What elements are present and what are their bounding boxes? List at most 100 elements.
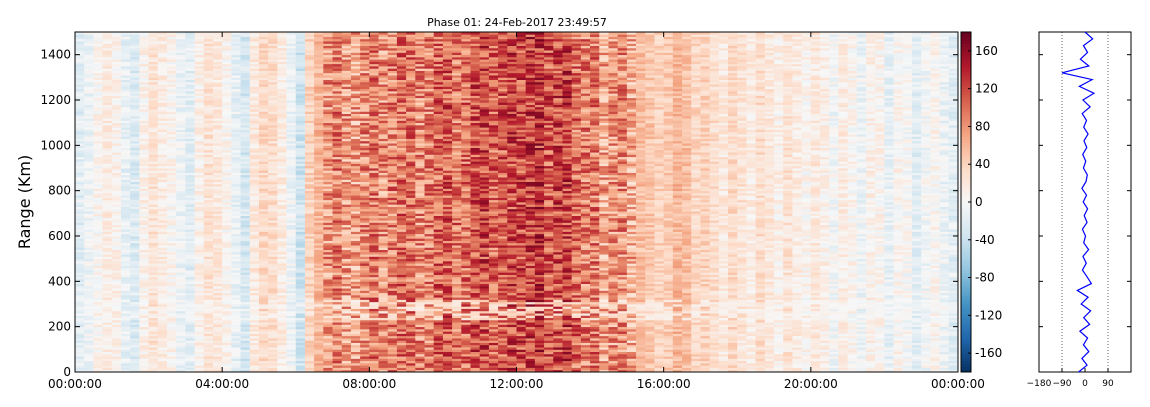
heatmap-cell — [258, 122, 269, 126]
heatmap-cell — [304, 102, 315, 105]
heatmap-cell — [258, 238, 269, 241]
heatmap-cell — [222, 52, 232, 56]
heatmap-cell — [323, 129, 333, 133]
heatmap-cell — [360, 308, 370, 312]
heatmap-cell — [120, 190, 131, 194]
heatmap-cell — [332, 335, 343, 339]
heatmap-cell — [166, 285, 177, 289]
heatmap-cell — [148, 61, 159, 65]
heatmap-cell — [314, 156, 324, 160]
heatmap-cell — [84, 258, 94, 262]
heatmap-cell — [323, 326, 333, 330]
heatmap-cell — [203, 140, 214, 144]
heatmap-cell — [185, 163, 195, 167]
heatmap-cell — [258, 143, 269, 146]
heatmap-cell — [185, 240, 195, 244]
heatmap-cell — [157, 279, 168, 282]
heatmap-cell — [203, 95, 214, 99]
heatmap-cell — [314, 84, 324, 87]
heatmap-cell — [314, 274, 324, 278]
heatmap-cell — [268, 315, 278, 318]
heatmap-cell — [166, 100, 177, 103]
heatmap-cell — [194, 84, 205, 87]
heatmap-cell — [185, 265, 195, 269]
heatmap-cell — [157, 113, 168, 117]
heatmap-cell — [212, 249, 223, 253]
heatmap-cell — [369, 358, 379, 362]
heatmap-cell — [323, 120, 333, 124]
heatmap-cell — [378, 326, 389, 330]
heatmap-cell — [185, 353, 195, 357]
heatmap-cell — [102, 41, 113, 44]
heatmap-cell — [268, 174, 278, 178]
heatmap-cell — [268, 136, 278, 139]
heatmap-cell — [304, 197, 315, 201]
heatmap-cell — [203, 299, 214, 303]
heatmap-cell — [341, 88, 352, 92]
heatmap-cell — [93, 306, 103, 309]
heatmap-cell — [203, 61, 214, 65]
heatmap-cell — [75, 215, 85, 219]
heatmap-cell — [166, 183, 177, 187]
heatmap-cell — [148, 365, 159, 368]
heatmap-cell — [148, 213, 159, 216]
heatmap-cell — [341, 181, 352, 185]
heatmap-cell — [84, 324, 94, 328]
heatmap-cell — [120, 140, 131, 144]
heatmap-cell — [93, 324, 103, 328]
heatmap-cell — [378, 322, 389, 325]
heatmap-cell — [369, 86, 379, 90]
heatmap-cell — [240, 47, 251, 51]
heatmap-cell — [360, 229, 370, 232]
heatmap-cell — [93, 258, 103, 262]
heatmap-cell — [194, 283, 205, 287]
heatmap-cell — [231, 247, 241, 250]
heatmap-cell — [258, 351, 269, 355]
heatmap-cell — [102, 84, 113, 87]
heatmap-cell — [341, 81, 352, 85]
heatmap-cell — [166, 104, 177, 108]
heatmap-cell — [130, 249, 140, 253]
heatmap-cell — [341, 52, 352, 56]
heatmap-cell — [231, 100, 241, 103]
heatmap-cell — [222, 360, 232, 364]
heatmap-cell — [240, 283, 251, 287]
heatmap-cell — [84, 32, 94, 35]
heatmap-cell — [323, 328, 333, 332]
heatmap-cell — [304, 52, 315, 56]
heatmap-cell — [350, 161, 361, 164]
heatmap-cell — [185, 56, 195, 60]
heatmap-cell — [102, 290, 113, 294]
heatmap-cell — [194, 168, 205, 171]
heatmap-cell — [194, 172, 205, 176]
heatmap-cell — [120, 297, 131, 300]
heatmap-cell — [341, 265, 352, 269]
heatmap-cell — [148, 358, 159, 362]
heatmap-cell — [148, 319, 159, 323]
heatmap-cell — [286, 204, 297, 207]
heatmap-cell — [130, 233, 140, 237]
heatmap-cell — [360, 179, 370, 182]
heatmap-cell — [369, 190, 379, 194]
heatmap-cell — [304, 54, 315, 58]
heatmap-cell — [295, 240, 306, 244]
heatmap-cell — [323, 238, 333, 241]
heatmap-cell — [341, 152, 352, 155]
heatmap-cell — [350, 183, 361, 187]
heatmap-cell — [277, 124, 287, 128]
heatmap-cell — [277, 95, 287, 99]
heatmap-cell — [240, 56, 251, 60]
heatmap-cell — [157, 317, 168, 321]
heatmap-cell — [203, 188, 214, 192]
heatmap-cell — [194, 290, 205, 294]
heatmap-cell — [176, 245, 186, 248]
heatmap-cell — [231, 154, 241, 158]
heatmap-cell — [157, 122, 168, 126]
heatmap-cell — [148, 75, 159, 78]
heatmap-cell — [75, 274, 85, 278]
heatmap-cell — [194, 254, 205, 257]
heatmap-cell — [75, 231, 85, 235]
heatmap-cell — [148, 41, 159, 44]
heatmap-cell — [148, 254, 159, 257]
heatmap-cell — [84, 95, 94, 99]
